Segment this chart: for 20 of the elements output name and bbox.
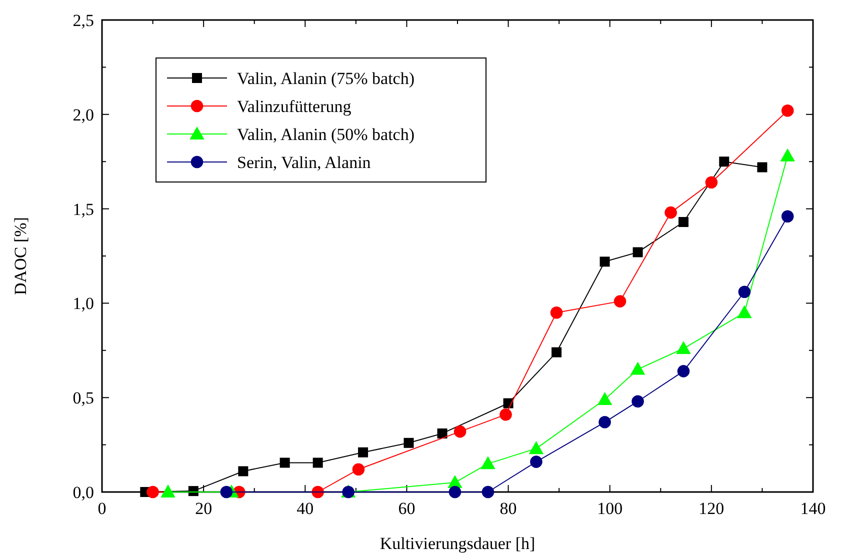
x-tick-label: 80 [500, 499, 517, 518]
y-tick-label: 2,0 [72, 105, 94, 124]
y-axis-title: DAOC [%] [11, 217, 30, 295]
x-tick-label: 20 [195, 499, 212, 518]
y-tick-label: 1,0 [72, 294, 94, 314]
legend-label: Serin, Valin, Alanin [237, 153, 372, 172]
x-tick-label: 100 [597, 499, 623, 518]
legend-label: Valin, Alanin (50% batch) [237, 125, 415, 144]
y-tick-label: 1,5 [72, 200, 94, 219]
x-tick-label: 0 [98, 499, 106, 518]
legend-label: Valinzufütterung [237, 97, 352, 116]
legend-label: Valin, Alanin (75% batch) [237, 69, 415, 88]
x-tick-label: 120 [698, 499, 724, 518]
y-tick-label: 0,5 [72, 388, 94, 408]
x-tick-label: 40 [296, 499, 314, 518]
x-axis-title: Kultivierungsdauer [h] [380, 534, 536, 553]
x-tick-label: 140 [800, 499, 826, 518]
y-tick-label: 2,5 [72, 11, 94, 30]
y-tick-label: 0,0 [72, 483, 94, 502]
x-tick-label: 60 [398, 499, 416, 518]
